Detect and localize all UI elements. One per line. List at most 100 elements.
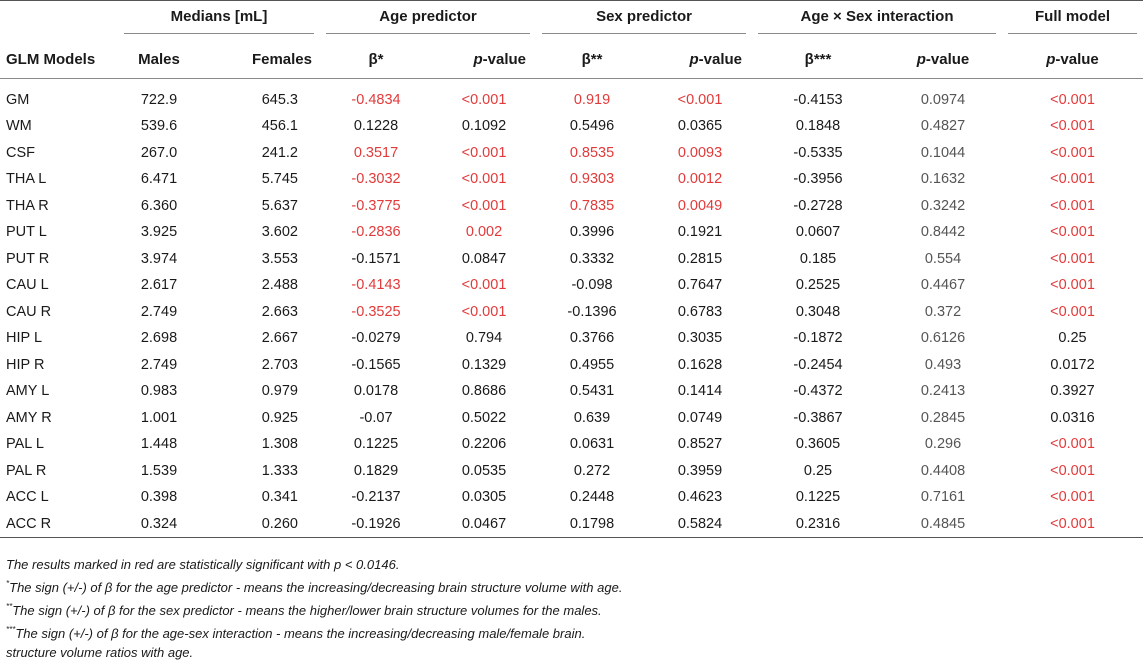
- table-row: THA L 6.471 5.745 -0.3032 <0.001 0.9303 0.0012…: [0, 166, 1143, 193]
- sex-beta-value: 0.3332: [569, 250, 615, 267]
- footnote-significance: The results marked in red are statistica…: [6, 557, 400, 572]
- row-label: HIP R: [6, 356, 45, 373]
- full-p-value: <0.001: [1050, 277, 1095, 294]
- males-value: 267.0: [140, 144, 178, 161]
- row-label: ACC L: [6, 489, 49, 506]
- sex-beta-value: 0.5431: [569, 383, 615, 400]
- int-p-value: 0.7161: [920, 489, 966, 506]
- footnote-interaction: ***The sign (+/-) of β for the age-sex i…: [6, 625, 586, 641]
- row-label: WM: [6, 118, 32, 135]
- females-value: 1.333: [261, 462, 298, 479]
- males-value: 1.001: [140, 409, 178, 426]
- table-body: GM 722.9 645.3 -0.4834 <0.001 0.919 <0.001 -0.4…: [0, 79, 1143, 538]
- sex-p-value: 0.3035: [677, 330, 723, 347]
- int-p-value: 0.4467: [920, 277, 966, 294]
- int-p-value: 0.1044: [920, 144, 966, 161]
- age-p-value: 0.0535: [461, 462, 507, 479]
- age-predictor-header: Age predictor: [320, 1, 536, 42]
- males-value: 1.448: [140, 436, 178, 453]
- sex-p-value: 0.1921: [677, 224, 723, 241]
- females-value: 5.745: [261, 171, 298, 188]
- row-label: PAL R: [6, 462, 47, 479]
- int-beta-value: -0.2728: [793, 197, 843, 214]
- int-p-value: 0.1632: [920, 171, 966, 188]
- table-row: THA R 6.360 5.637 -0.3775 <0.001 0.7835 0.0049…: [0, 193, 1143, 220]
- row-label: PAL L: [6, 436, 44, 453]
- sex-p-header: p-value: [689, 51, 743, 68]
- int-p-value: 0.4408: [920, 462, 966, 479]
- int-beta-value: 0.2525: [795, 277, 841, 294]
- header-row-groups: Medians [mL] Age predictor Sex predictor…: [0, 0, 1143, 42]
- sex-p-value: 0.1628: [677, 356, 723, 373]
- int-p-value: 0.372: [924, 303, 962, 320]
- table-row: HIP L 2.698 2.667 -0.0279 0.794 0.3766 0.3035 -…: [0, 325, 1143, 352]
- sex-beta-value: 0.1798: [536, 510, 649, 538]
- age-beta-value: 0.1829: [353, 462, 399, 479]
- age-p-value: 0.2206: [461, 436, 507, 453]
- full-p-value: <0.001: [1050, 224, 1095, 241]
- row-label: HIP L: [6, 330, 43, 347]
- full-p-value: <0.001: [1050, 118, 1095, 135]
- int-p-value: 0.4827: [920, 118, 966, 135]
- int-beta-value: -0.3956: [793, 171, 843, 188]
- int-beta-value: -0.2454: [793, 356, 843, 373]
- int-p-value: 0.2845: [920, 409, 966, 426]
- males-value: 6.360: [140, 197, 178, 214]
- int-beta-value: 0.0607: [795, 224, 841, 241]
- int-beta-value: -0.1872: [793, 330, 843, 347]
- males-value: 2.698: [140, 330, 178, 347]
- int-beta-value: -0.4372: [793, 383, 843, 400]
- full-p-value: <0.001: [1050, 489, 1095, 506]
- sex-beta-value: 0.3996: [569, 224, 615, 241]
- sex-beta-value: 0.4955: [569, 356, 615, 373]
- header-row-columns: GLM Models Males Females β* p-value β** …: [0, 41, 1143, 79]
- sex-beta-value: 0.272: [573, 462, 611, 479]
- age-beta-value: -0.2836: [351, 224, 401, 241]
- footnote-age: *The sign (+/-) of β for the age predict…: [6, 579, 623, 595]
- age-beta-value: 0.1225: [353, 436, 399, 453]
- age-p-value: <0.001: [461, 171, 507, 188]
- age-beta-value: 0.1228: [353, 118, 399, 135]
- males-value: 2.749: [140, 303, 178, 320]
- int-p-header: p-value: [916, 51, 970, 68]
- males-header: Males: [138, 51, 180, 68]
- females-value: 0.260: [200, 510, 320, 538]
- interaction-header: Age × Sex interaction: [752, 1, 1002, 42]
- females-value: 2.703: [261, 356, 298, 373]
- females-value: 2.488: [261, 277, 298, 294]
- int-p-value: 0.296: [924, 436, 962, 453]
- age-p-value: 0.794: [465, 330, 503, 347]
- females-value: 0.925: [261, 409, 298, 426]
- sex-beta-value: -0.098: [571, 277, 613, 294]
- age-beta-value: -0.3525: [351, 303, 401, 320]
- sex-beta-value: 0.7835: [569, 197, 615, 214]
- males-value: 2.617: [140, 277, 178, 294]
- sex-p-value: <0.001: [677, 92, 723, 108]
- row-label: AMY L: [6, 383, 50, 400]
- int-beta-value: 0.3605: [795, 436, 841, 453]
- age-p-value: 0.5022: [461, 409, 507, 426]
- age-beta-value: -0.3032: [351, 171, 401, 188]
- sex-p-value: 0.2815: [677, 250, 723, 267]
- int-p-value: 0.8442: [920, 224, 966, 241]
- age-p-value: <0.001: [461, 144, 507, 161]
- sex-p-value: 0.0093: [677, 144, 723, 161]
- age-p-value: 0.8686: [461, 383, 507, 400]
- sex-p-value: 0.0012: [677, 171, 723, 188]
- int-p-value: 0.2413: [920, 383, 966, 400]
- medians-header: Medians [mL]: [118, 1, 320, 42]
- age-beta-value: 0.3517: [353, 144, 399, 161]
- row-label: THA R: [6, 197, 49, 214]
- age-beta-value: 0.0178: [353, 383, 399, 400]
- table-row: HIP R 2.749 2.703 -0.1565 0.1329 0.4955 0.1628…: [0, 352, 1143, 379]
- int-beta-value: 0.3048: [795, 303, 841, 320]
- age-p-value: 0.0305: [461, 489, 507, 506]
- glm-results-table: Medians [mL] Age predictor Sex predictor…: [0, 0, 1143, 538]
- int-p-value: 0.4845: [884, 510, 1003, 538]
- int-beta-value: 0.1848: [795, 118, 841, 135]
- age-beta-value: -0.0279: [351, 330, 401, 347]
- full-p-value: 0.0316: [1050, 409, 1095, 426]
- full-p-value: <0.001: [1050, 171, 1095, 188]
- row-label: AMY R: [6, 409, 52, 426]
